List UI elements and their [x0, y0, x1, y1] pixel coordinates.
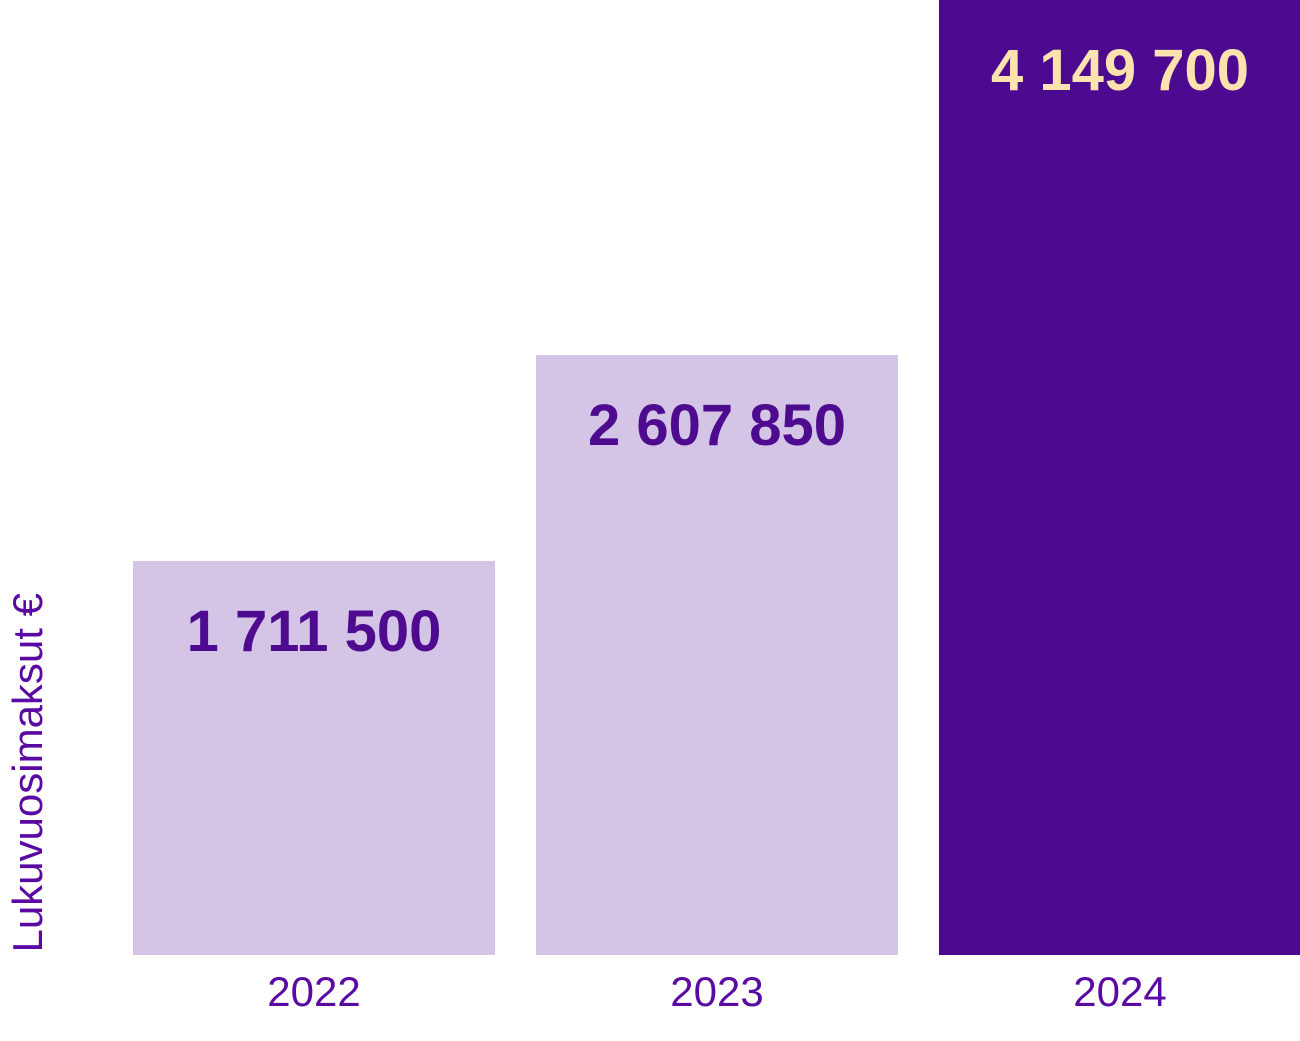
y-axis-label: Lukuvuosimaksut €	[4, 593, 51, 953]
bar-value-label-2022: 1 711 500	[186, 599, 442, 664]
bar-value-label-2023: 2 607 850	[587, 393, 847, 458]
bar-2024: 4 149 700	[939, 0, 1300, 955]
x-tick-2024: 2024	[1073, 968, 1167, 1015]
bar-value-label-2024: 4 149 700	[990, 38, 1250, 103]
bar-2022: 1 711 500	[133, 561, 495, 955]
x-tick-2022: 2022	[267, 968, 361, 1015]
x-tick-2023: 2023	[670, 968, 764, 1015]
x-axis: 2022 2023 2024	[133, 955, 1300, 1013]
bar-2023: 2 607 850	[536, 355, 898, 955]
plot-area: 1 711 500 2 607 850 4 149 700	[133, 0, 1300, 955]
